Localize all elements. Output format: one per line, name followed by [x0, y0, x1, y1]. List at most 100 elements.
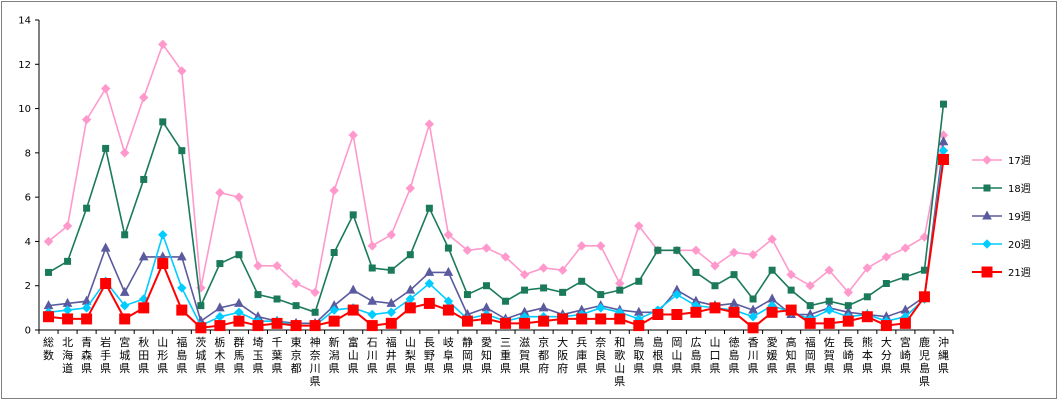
series-line [48, 141, 945, 325]
data-point [882, 280, 890, 287]
category-label: 岡山県 [671, 336, 682, 375]
category-label: 沖縄県 [938, 336, 949, 375]
category-label: 大阪府 [557, 335, 568, 375]
category-label: 埼玉県 [252, 335, 263, 375]
category-label: 愛知県 [481, 336, 492, 375]
category-label: 滋賀県 [519, 336, 530, 375]
data-point [766, 306, 778, 318]
data-point [481, 243, 492, 253]
category-label: 神奈川県 [310, 335, 321, 388]
category-label: 富山県 [348, 335, 359, 375]
data-point [463, 291, 471, 299]
data-point [596, 303, 606, 313]
series-4 [43, 145, 949, 331]
category-label: 北海道 [62, 336, 73, 375]
legend-marker [982, 210, 992, 220]
data-point [444, 244, 452, 252]
data-point [386, 297, 397, 307]
data-point [234, 307, 244, 317]
data-point [633, 320, 645, 332]
data-point [480, 313, 492, 325]
category-label: 広島県 [690, 336, 701, 375]
data-point [159, 118, 167, 126]
data-point [119, 300, 130, 311]
data-point [81, 114, 92, 125]
data-point [367, 309, 377, 320]
data-point [519, 317, 531, 329]
series-3 [43, 136, 949, 327]
category-label: 福岡県 [805, 335, 816, 375]
data-point [901, 273, 909, 281]
data-point [500, 317, 512, 329]
legend-item: 17週 [972, 155, 1031, 167]
data-point [176, 304, 188, 316]
data-point [311, 308, 319, 316]
data-point [804, 317, 816, 329]
data-point [748, 250, 758, 260]
data-point [215, 302, 225, 312]
data-point [157, 258, 169, 270]
data-point [730, 271, 738, 279]
category-label: 石川県 [367, 336, 378, 375]
data-point [138, 251, 149, 261]
legend: 17週 18週 19週 20週 21週 [972, 155, 1031, 279]
data-point [842, 315, 854, 327]
data-point [367, 295, 378, 305]
category-label: 高知県 [786, 335, 797, 375]
legend-item: 20週 [972, 239, 1031, 251]
data-point [385, 317, 397, 329]
data-point [423, 297, 435, 309]
data-point [271, 317, 283, 329]
data-point [806, 302, 814, 310]
data-point [405, 183, 416, 193]
data-point [176, 251, 187, 261]
data-point [690, 306, 702, 318]
category-label: 茨城県 [195, 335, 206, 375]
legend-label: 17週 [1008, 155, 1031, 167]
data-point [62, 305, 73, 315]
data-point [538, 302, 549, 312]
data-point [424, 119, 435, 129]
data-point [672, 289, 682, 300]
data-point [424, 266, 435, 276]
category-label: 愛媛県 [767, 336, 778, 375]
data-point [366, 320, 378, 332]
data-point [119, 148, 130, 158]
data-point [234, 192, 244, 202]
data-point [634, 221, 644, 231]
legend-marker [983, 184, 991, 192]
data-point [692, 268, 700, 276]
series-line [48, 42, 945, 294]
data-point [119, 313, 131, 325]
legend-item: 21週 [972, 266, 1031, 279]
data-point [557, 265, 568, 275]
series-group [43, 39, 949, 334]
data-point [521, 286, 529, 294]
data-point [538, 263, 549, 273]
data-point [328, 315, 340, 327]
data-point [215, 188, 225, 198]
legend-marker [982, 239, 992, 249]
data-point [557, 313, 569, 325]
data-point [729, 297, 739, 307]
data-point [81, 303, 92, 313]
data-point [749, 295, 757, 303]
data-point [671, 309, 683, 320]
legend-item: 19週 [972, 210, 1031, 223]
data-point [119, 286, 130, 296]
data-point [538, 315, 550, 327]
category-label: 宮城県 [119, 335, 130, 375]
category-label: 奈良県 [595, 335, 606, 375]
data-point [348, 130, 358, 140]
data-point [158, 39, 168, 50]
data-point [767, 293, 777, 303]
data-point [442, 304, 454, 316]
category-label: 香川県 [748, 336, 759, 375]
data-point [404, 302, 416, 314]
data-point [673, 246, 681, 254]
category-label: 長野県 [424, 336, 435, 375]
data-point [291, 278, 301, 289]
data-point [595, 313, 607, 325]
data-point [386, 230, 396, 240]
data-point [139, 92, 149, 103]
